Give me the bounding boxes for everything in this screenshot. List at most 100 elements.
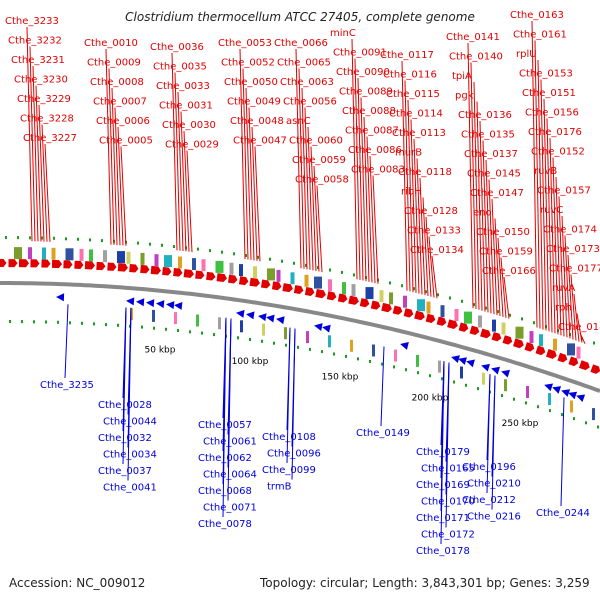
feature-box — [460, 366, 463, 379]
feature-box — [351, 284, 356, 297]
forward-connector — [428, 236, 435, 298]
gc-dot — [261, 339, 263, 343]
forward-gene-arrow — [117, 263, 128, 272]
forward-gene-arrow — [140, 264, 150, 274]
forward-gene-arrow — [545, 349, 557, 359]
reverse-connector — [380, 346, 385, 427]
accession-label: Accession: NC_009012 — [9, 576, 146, 590]
forward-connector — [242, 68, 249, 260]
feature-box — [592, 408, 595, 421]
feature-box — [504, 379, 507, 392]
forward-gene-label: Cthe_0031 — [159, 101, 213, 112]
reverse-gene-label: Cthe_0244 — [536, 508, 590, 519]
forward-connector — [316, 185, 323, 273]
reverse-gene-label: Cthe_0096 — [267, 449, 321, 460]
forward-gene-label: minC — [330, 28, 356, 39]
forward-gene-arrow — [8, 259, 18, 268]
backbone — [0, 281, 600, 393]
forward-gene-arrow — [392, 305, 403, 315]
gc-dot — [389, 281, 391, 285]
forward-gene-arrow — [491, 331, 502, 342]
forward-connector — [363, 116, 370, 282]
forward-connector — [482, 140, 489, 313]
forward-gene-label: Cthe_0166 — [482, 266, 536, 277]
forward-gene-label: ruvB — [534, 166, 557, 177]
forward-gene-label: pgk — [455, 91, 474, 102]
forward-gene-label: rplU — [516, 49, 537, 60]
reverse-gene-arrow — [481, 363, 490, 372]
forward-gene-label: Cthe_3230 — [14, 75, 68, 86]
forward-gene-arrow — [458, 322, 469, 332]
gc-dot — [285, 343, 287, 347]
forward-connector — [177, 91, 184, 252]
gc-dot — [573, 417, 575, 421]
forward-connector — [570, 274, 577, 341]
forward-gene-label: tpiA — [452, 71, 472, 82]
forward-gene-label: Cthe_0151 — [522, 88, 576, 99]
forward-connector — [558, 196, 565, 337]
gc-dot — [281, 259, 283, 263]
forward-gene-arrow — [535, 345, 546, 356]
forward-gene-arrow — [513, 338, 524, 349]
reverse-gene-label: Cthe_0170 — [421, 497, 475, 508]
forward-connector — [552, 157, 559, 335]
reverse-gene-label: trmB — [267, 482, 292, 493]
forward-connector — [310, 146, 317, 272]
forward-gene-label: Cthe_3227 — [23, 133, 77, 144]
gc-dot — [93, 322, 95, 326]
gc-dot — [21, 320, 23, 324]
forward-gene-label: Cthe_0141 — [446, 32, 500, 43]
gc-dot — [321, 350, 323, 354]
forward-gene-label: Cthe_0007 — [93, 97, 147, 108]
gc-dot — [413, 287, 415, 291]
reverse-gene-label: Cthe_0099 — [262, 465, 316, 476]
gc-dot — [209, 249, 211, 253]
forward-gene-arrow — [74, 260, 84, 269]
reverse-gene-label: Cthe_0210 — [467, 479, 521, 490]
reverse-gene-arrow — [501, 369, 510, 378]
reverse-gene-label: Cthe_0037 — [98, 466, 152, 477]
forward-connector — [108, 68, 115, 245]
feature-box — [501, 322, 506, 335]
gc-dot — [173, 245, 175, 248]
forward-gene-label: asnC — [286, 116, 311, 127]
feature-box — [178, 256, 182, 269]
feature-box — [284, 327, 287, 340]
feature-box — [328, 335, 331, 348]
reverse-gene-arrow — [146, 299, 155, 308]
feature-box — [201, 259, 206, 272]
forward-gene-label: Cthe_0147 — [470, 188, 524, 199]
reverse-connector — [127, 307, 132, 481]
forward-gene-label: Cthe_0128 — [404, 206, 458, 217]
gc-dot — [69, 321, 71, 325]
gene-arrows — [0, 258, 600, 402]
reverse-gene-arrow — [568, 391, 578, 400]
reverse-gene-label: Cthe_0041 — [103, 483, 157, 494]
feature-box — [314, 276, 322, 289]
feature-box — [306, 331, 309, 344]
gc-dot — [137, 241, 139, 245]
reverse-gene-arrow — [166, 301, 175, 310]
forward-gene-label: Cthe_3233 — [5, 16, 59, 27]
forward-connector — [26, 26, 33, 242]
gc-dot — [45, 320, 47, 324]
feature-box — [539, 334, 543, 347]
reverse-connector — [286, 327, 291, 464]
forward-gene-arrow — [0, 258, 7, 268]
forward-connector — [491, 198, 498, 316]
reverse-gene-label: Cthe_0061 — [203, 437, 257, 448]
gc-dot — [177, 329, 179, 332]
gc-dot — [41, 236, 43, 240]
gc-dot — [89, 238, 91, 242]
forward-gene-label: Cthe_0056 — [283, 97, 337, 108]
feature-box — [438, 360, 441, 373]
forward-connector — [561, 215, 568, 338]
forward-connector — [546, 118, 553, 333]
feature-box — [570, 400, 573, 413]
gc-dot — [153, 326, 155, 330]
forward-gene-arrow — [381, 302, 392, 313]
forward-connector — [351, 38, 358, 280]
reverse-gene-label: Cthe_3235 — [40, 380, 94, 391]
forward-connector — [245, 87, 252, 260]
feature-box — [492, 319, 496, 332]
